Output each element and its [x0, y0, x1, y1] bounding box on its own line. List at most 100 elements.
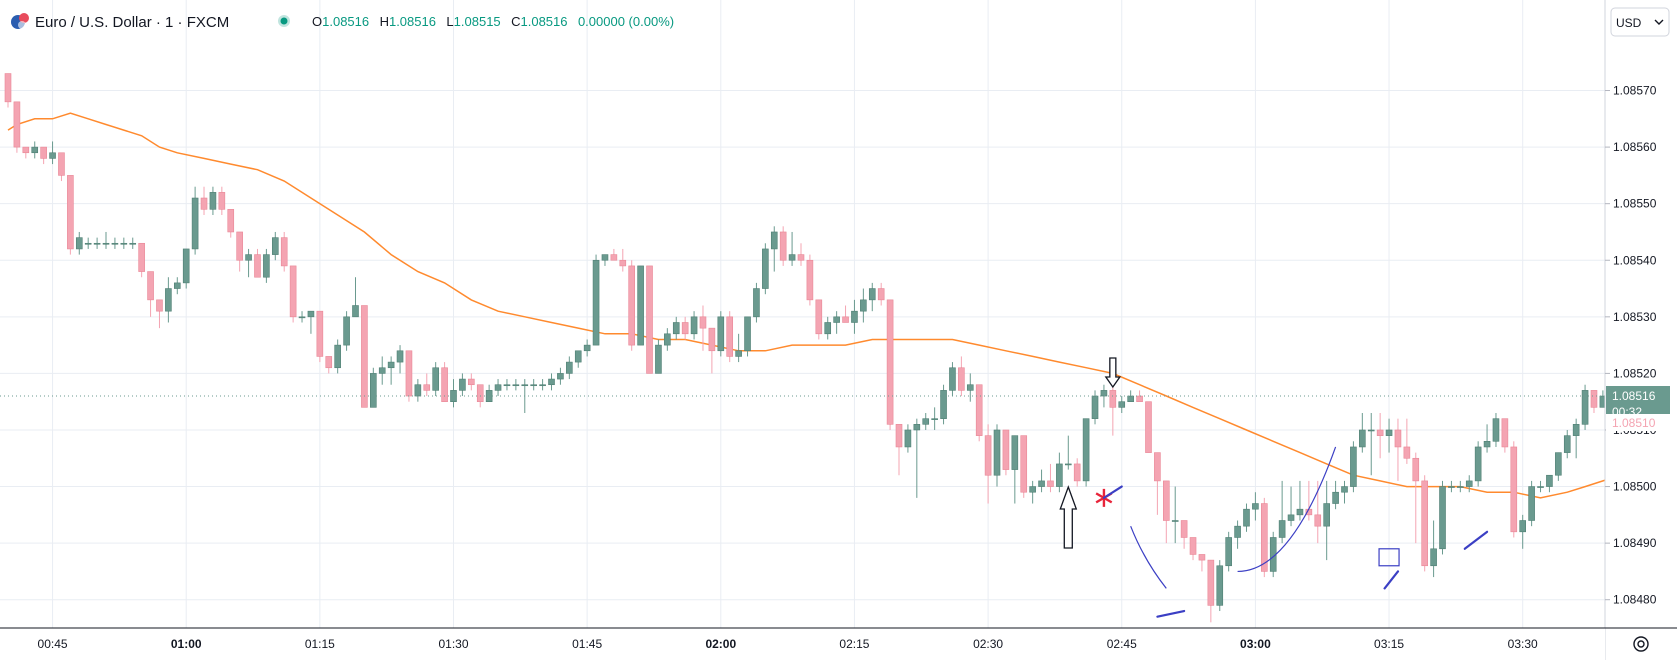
- candle[interactable]: [1109, 384, 1117, 436]
- candle[interactable]: [387, 356, 395, 385]
- candle[interactable]: [548, 373, 555, 391]
- candle[interactable]: [468, 373, 475, 391]
- curve-drawing[interactable]: [1130, 525, 1167, 589]
- candle[interactable]: [1519, 514, 1526, 549]
- candle[interactable]: [200, 186, 208, 215]
- candle[interactable]: [1385, 418, 1393, 453]
- candle[interactable]: [1225, 531, 1232, 572]
- candle[interactable]: [672, 316, 680, 340]
- candle[interactable]: [1546, 474, 1553, 493]
- candle[interactable]: [574, 350, 582, 368]
- candle[interactable]: [227, 209, 235, 238]
- rectangle-drawing[interactable]: [1378, 548, 1400, 567]
- candle[interactable]: [851, 299, 858, 334]
- candle[interactable]: [1296, 480, 1304, 521]
- candle[interactable]: [1341, 480, 1348, 504]
- candle[interactable]: [735, 333, 742, 363]
- candle[interactable]: [539, 379, 546, 391]
- currency-unit-button[interactable]: USD: [1610, 7, 1670, 37]
- candle[interactable]: [1421, 475, 1428, 572]
- candle[interactable]: [138, 242, 145, 278]
- candle[interactable]: [1011, 435, 1019, 504]
- candle[interactable]: [1038, 469, 1045, 493]
- candle[interactable]: [67, 175, 74, 255]
- candle[interactable]: [378, 356, 386, 385]
- candle[interactable]: [886, 299, 894, 430]
- candle[interactable]: [1171, 486, 1179, 544]
- candle[interactable]: [22, 146, 30, 159]
- candle[interactable]: [1100, 384, 1108, 408]
- candle[interactable]: [1082, 418, 1090, 487]
- candle[interactable]: [1189, 537, 1197, 561]
- candle[interactable]: [1145, 401, 1152, 453]
- candle[interactable]: [1474, 441, 1482, 487]
- candle[interactable]: [182, 248, 190, 289]
- candle[interactable]: [1020, 435, 1028, 498]
- candle[interactable]: [58, 152, 65, 182]
- candle[interactable]: [1367, 413, 1375, 476]
- candle[interactable]: [699, 305, 707, 351]
- candle[interactable]: [1510, 441, 1518, 538]
- candle[interactable]: [1465, 475, 1473, 493]
- candle[interactable]: [396, 345, 404, 374]
- candle[interactable]: [922, 413, 930, 430]
- candle[interactable]: [1403, 418, 1411, 464]
- candle[interactable]: [165, 277, 172, 323]
- candle[interactable]: [441, 362, 448, 402]
- candle[interactable]: [120, 237, 128, 249]
- candle[interactable]: [1439, 480, 1446, 555]
- candle[interactable]: [1537, 480, 1544, 493]
- candle[interactable]: [806, 254, 814, 306]
- candle[interactable]: [1457, 480, 1464, 493]
- candle[interactable]: [842, 305, 849, 323]
- candles-layer[interactable]: [4, 73, 1625, 623]
- candle[interactable]: [432, 362, 439, 397]
- candle[interactable]: [904, 424, 912, 453]
- candle[interactable]: [815, 299, 823, 340]
- candle[interactable]: [1029, 480, 1036, 504]
- candle[interactable]: [681, 316, 689, 340]
- candle[interactable]: [779, 226, 787, 266]
- candle[interactable]: [4, 73, 12, 108]
- candle[interactable]: [1234, 520, 1241, 549]
- candle[interactable]: [298, 311, 306, 323]
- candle[interactable]: [1501, 418, 1509, 453]
- candle[interactable]: [1002, 429, 1010, 476]
- candle[interactable]: [414, 379, 422, 402]
- candle[interactable]: [1555, 452, 1562, 481]
- candle[interactable]: [797, 243, 805, 266]
- candle[interactable]: [717, 311, 725, 357]
- candle[interactable]: [895, 424, 903, 476]
- trend-segment[interactable]: [1383, 570, 1400, 590]
- candle[interactable]: [1332, 480, 1339, 510]
- candle[interactable]: [1207, 559, 1215, 623]
- candle[interactable]: [1136, 390, 1143, 402]
- gear-icon[interactable]: [1633, 636, 1649, 652]
- candle[interactable]: [1252, 492, 1259, 521]
- candle[interactable]: [868, 282, 876, 312]
- candle[interactable]: [352, 277, 359, 318]
- candle[interactable]: [1350, 441, 1357, 493]
- arrow-up-icon[interactable]: [1059, 485, 1078, 549]
- candle[interactable]: [601, 254, 609, 266]
- candle[interactable]: [307, 310, 315, 334]
- candle[interactable]: [860, 288, 867, 323]
- candle[interactable]: [84, 237, 92, 249]
- candle[interactable]: [1563, 429, 1571, 459]
- candle[interactable]: [1376, 413, 1384, 459]
- candle[interactable]: [984, 424, 992, 504]
- candle[interactable]: [129, 237, 137, 249]
- candle[interactable]: [1412, 452, 1420, 544]
- trend-segment[interactable]: [1102, 485, 1123, 499]
- candle[interactable]: [1064, 435, 1072, 470]
- candle[interactable]: [1047, 463, 1054, 493]
- candle[interactable]: [1091, 390, 1099, 425]
- candle[interactable]: [1430, 520, 1437, 578]
- candle[interactable]: [1180, 520, 1188, 549]
- candle[interactable]: [958, 356, 965, 397]
- candle[interactable]: [628, 260, 636, 351]
- candle[interactable]: [289, 265, 297, 323]
- trend-segment[interactable]: [1463, 530, 1489, 550]
- candle[interactable]: [530, 379, 537, 391]
